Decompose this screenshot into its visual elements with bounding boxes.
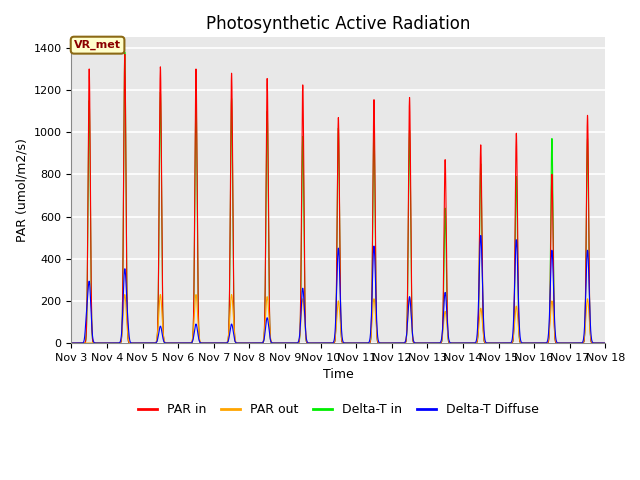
X-axis label: Time: Time (323, 368, 354, 381)
Delta-T in (182, 340, 189, 346)
Delta-T Diffuse (182, 340, 189, 346)
Text: VR_met: VR_met (74, 40, 121, 50)
PAR in (600, 340, 607, 346)
Delta-T in (600, 340, 607, 346)
Line: Delta-T in: Delta-T in (72, 52, 605, 343)
PAR out (488, 340, 495, 346)
PAR in (412, 340, 420, 346)
Line: PAR out: PAR out (72, 295, 605, 343)
PAR out (602, 340, 609, 346)
Delta-T in (176, 340, 184, 346)
Delta-T Diffuse (268, 339, 275, 345)
PAR out (600, 340, 607, 346)
Delta-T Diffuse (488, 340, 495, 346)
PAR in (268, 340, 275, 346)
PAR in (68, 340, 76, 346)
Delta-T in (412, 340, 420, 346)
PAR out (68, 340, 76, 346)
PAR out (182, 340, 189, 346)
PAR in (182, 340, 189, 346)
PAR in (602, 340, 609, 346)
Delta-T in (121, 49, 129, 55)
PAR in (488, 340, 495, 346)
PAR in (176, 340, 184, 346)
Delta-T Diffuse (68, 340, 76, 346)
Line: PAR in: PAR in (72, 54, 605, 343)
Delta-T Diffuse (600, 340, 607, 346)
Delta-T Diffuse (477, 233, 484, 239)
PAR out (121, 292, 129, 298)
Title: Photosynthetic Active Radiation: Photosynthetic Active Radiation (206, 15, 470, 33)
Delta-T in (602, 340, 609, 346)
Delta-T Diffuse (176, 340, 184, 346)
Line: Delta-T Diffuse: Delta-T Diffuse (72, 236, 605, 343)
Legend: PAR in, PAR out, Delta-T in, Delta-T Diffuse: PAR in, PAR out, Delta-T in, Delta-T Dif… (133, 398, 543, 421)
Delta-T in (488, 340, 495, 346)
PAR out (412, 340, 420, 346)
PAR in (121, 51, 129, 57)
Delta-T in (268, 340, 275, 346)
Delta-T Diffuse (602, 340, 609, 346)
Delta-T Diffuse (412, 340, 420, 346)
PAR out (176, 340, 184, 346)
Delta-T in (68, 340, 76, 346)
Y-axis label: PAR (umol/m2/s): PAR (umol/m2/s) (15, 138, 28, 242)
PAR out (268, 338, 275, 344)
Delta-T Diffuse (174, 340, 182, 346)
